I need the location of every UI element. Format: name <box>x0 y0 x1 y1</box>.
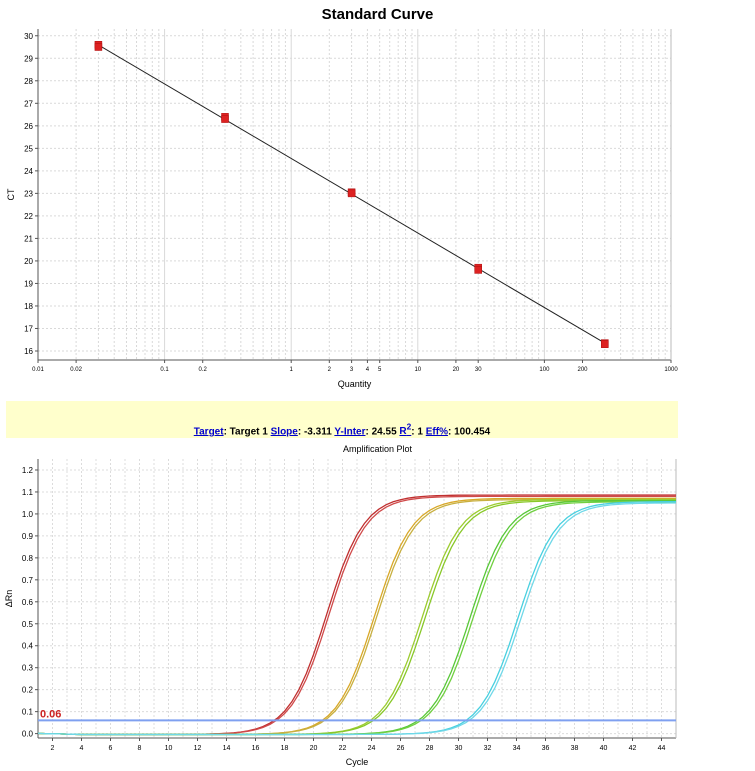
x-tick-label: 100 <box>539 367 550 373</box>
y-tick-label: 0.8 <box>22 554 34 563</box>
y-tick-label: 0.9 <box>22 532 34 541</box>
y-tick-label: 26 <box>24 122 33 131</box>
y-tick-label: 30 <box>24 32 33 41</box>
y-tick-label: 29 <box>24 54 33 63</box>
y-tick-label: 17 <box>24 324 33 333</box>
x-tick-label: 200 <box>578 367 589 373</box>
y-tick-label: 27 <box>24 99 33 108</box>
x-tick-label: 1000 <box>664 367 678 373</box>
amplification-curve <box>37 502 676 736</box>
x-tick-label: 28 <box>426 745 434 752</box>
y-tick-label: 0.5 <box>22 620 34 629</box>
x-tick-label: 16 <box>252 745 260 752</box>
y-tick-label: 18 <box>24 302 33 311</box>
y-tick-label: 23 <box>24 189 33 198</box>
efficiency-value: : 100.454 <box>447 426 491 438</box>
y-inter-link[interactable]: Y-Inter <box>334 426 366 438</box>
x-axis-label: Quantity <box>338 379 372 389</box>
data-point <box>94 43 103 51</box>
efficiency-link[interactable]: Eff% <box>425 426 448 438</box>
amplification-plot-chart: 0.0 0.1 0.2 0.3 0.4 0.5 0.6 0.7 0.8 0.9 1.0 1.1 1.2 2… <box>4 459 677 767</box>
x-tick-label: 20 <box>310 745 318 752</box>
r-squared-value: : 1 <box>411 426 426 438</box>
data-point <box>347 189 356 198</box>
x-tick-label: 12 <box>194 745 202 752</box>
x-tick-label: 5 <box>378 367 382 373</box>
x-tick-label: 26 <box>397 745 405 752</box>
y-tick-label: 22 <box>24 212 33 221</box>
x-tick-label: 30 <box>475 367 482 373</box>
x-tick-label: 32 <box>484 745 492 752</box>
y-tick-label: 0.7 <box>22 576 34 585</box>
y-tick-label: 20 <box>24 257 33 266</box>
y-tick-label: 0.0 <box>22 730 34 739</box>
x-tick-label: 24 <box>368 745 376 752</box>
x-tick-label: 36 <box>542 745 550 752</box>
x-tick-label: 10 <box>414 367 421 373</box>
data-point <box>601 340 609 348</box>
y-axis-label: CT <box>6 188 16 200</box>
x-tick-label: 0.2 <box>199 367 208 373</box>
y-tick-label: 19 <box>24 279 33 288</box>
y-tick-label: 0.3 <box>22 664 34 673</box>
x-tick-label: 6 <box>109 745 113 752</box>
x-tick-label: 42 <box>629 745 637 752</box>
x-tick-label: 10 <box>165 745 173 752</box>
r-squared-label: R <box>399 426 407 438</box>
x-tick-label: 30 <box>455 745 463 752</box>
x-tick-label: 22 <box>339 745 347 752</box>
x-tick-label: 0.02 <box>70 367 82 373</box>
threshold-label: 0.06 <box>40 708 61 720</box>
x-tick-label: 4 <box>366 367 370 373</box>
x-tick-label: 40 <box>600 745 608 752</box>
x-tick-label: 2 <box>51 745 55 752</box>
curve-stats-line: Target: Target 1 Slope: -3.311 Y-Inter: … <box>6 422 678 437</box>
y-tick-label: 1.1 <box>22 488 34 497</box>
y-tick-label: 1.2 <box>22 466 34 475</box>
y-tick-label: 0.6 <box>22 598 34 607</box>
target-value: : Target 1 <box>223 426 271 438</box>
x-tick-label: 8 <box>138 745 142 752</box>
data-point <box>474 266 482 274</box>
x-tick-label: 2 <box>328 367 332 373</box>
x-tick-label: 18 <box>281 745 289 752</box>
y-tick-label: 28 <box>24 77 33 86</box>
x-tick-label: 44 <box>658 745 666 752</box>
amplification-plot-title: Amplification Plot <box>342 444 413 454</box>
x-tick-label: 14 <box>223 745 231 752</box>
y-tick-label: 16 <box>24 347 33 356</box>
y-tick-label: 24 <box>24 167 33 176</box>
amplification-curve <box>37 494 676 736</box>
x-tick-label: 1 <box>290 367 294 373</box>
y-tick-label: 0.2 <box>22 686 34 695</box>
y-tick-label: 21 <box>24 234 33 243</box>
y-inter-value: : 24.55 <box>365 426 400 438</box>
r-squared-sup: 2 <box>406 422 412 432</box>
y-axis-label: ΔRn <box>4 590 14 608</box>
curve-stats-panel: Target: Target 1 Slope: -3.311 Y-Inter: … <box>6 401 678 438</box>
x-tick-label: 38 <box>571 745 579 752</box>
x-tick-label: 3 <box>350 367 354 373</box>
standard-curve-title: Standard Curve <box>321 6 434 23</box>
x-tick-label: 34 <box>513 745 521 752</box>
x-axis-label: Cycle <box>346 757 369 767</box>
slope-value: : -3.311 <box>297 426 335 438</box>
x-tick-label: 4 <box>80 745 84 752</box>
slope-link[interactable]: Slope <box>270 426 298 438</box>
r-squared-link[interactable]: R2 <box>399 422 411 438</box>
x-tick-label: 20 <box>453 367 460 373</box>
x-tick-label: 0.1 <box>160 367 169 373</box>
x-tick-label: 0.01 <box>32 367 44 373</box>
y-tick-label: 0.1 <box>22 708 34 717</box>
data-point <box>221 115 229 123</box>
y-tick-label: 25 <box>24 144 33 153</box>
y-tick-label: 0.4 <box>22 642 34 651</box>
y-tick-label: 1.0 <box>22 510 34 519</box>
target-link[interactable]: Target <box>193 426 224 438</box>
